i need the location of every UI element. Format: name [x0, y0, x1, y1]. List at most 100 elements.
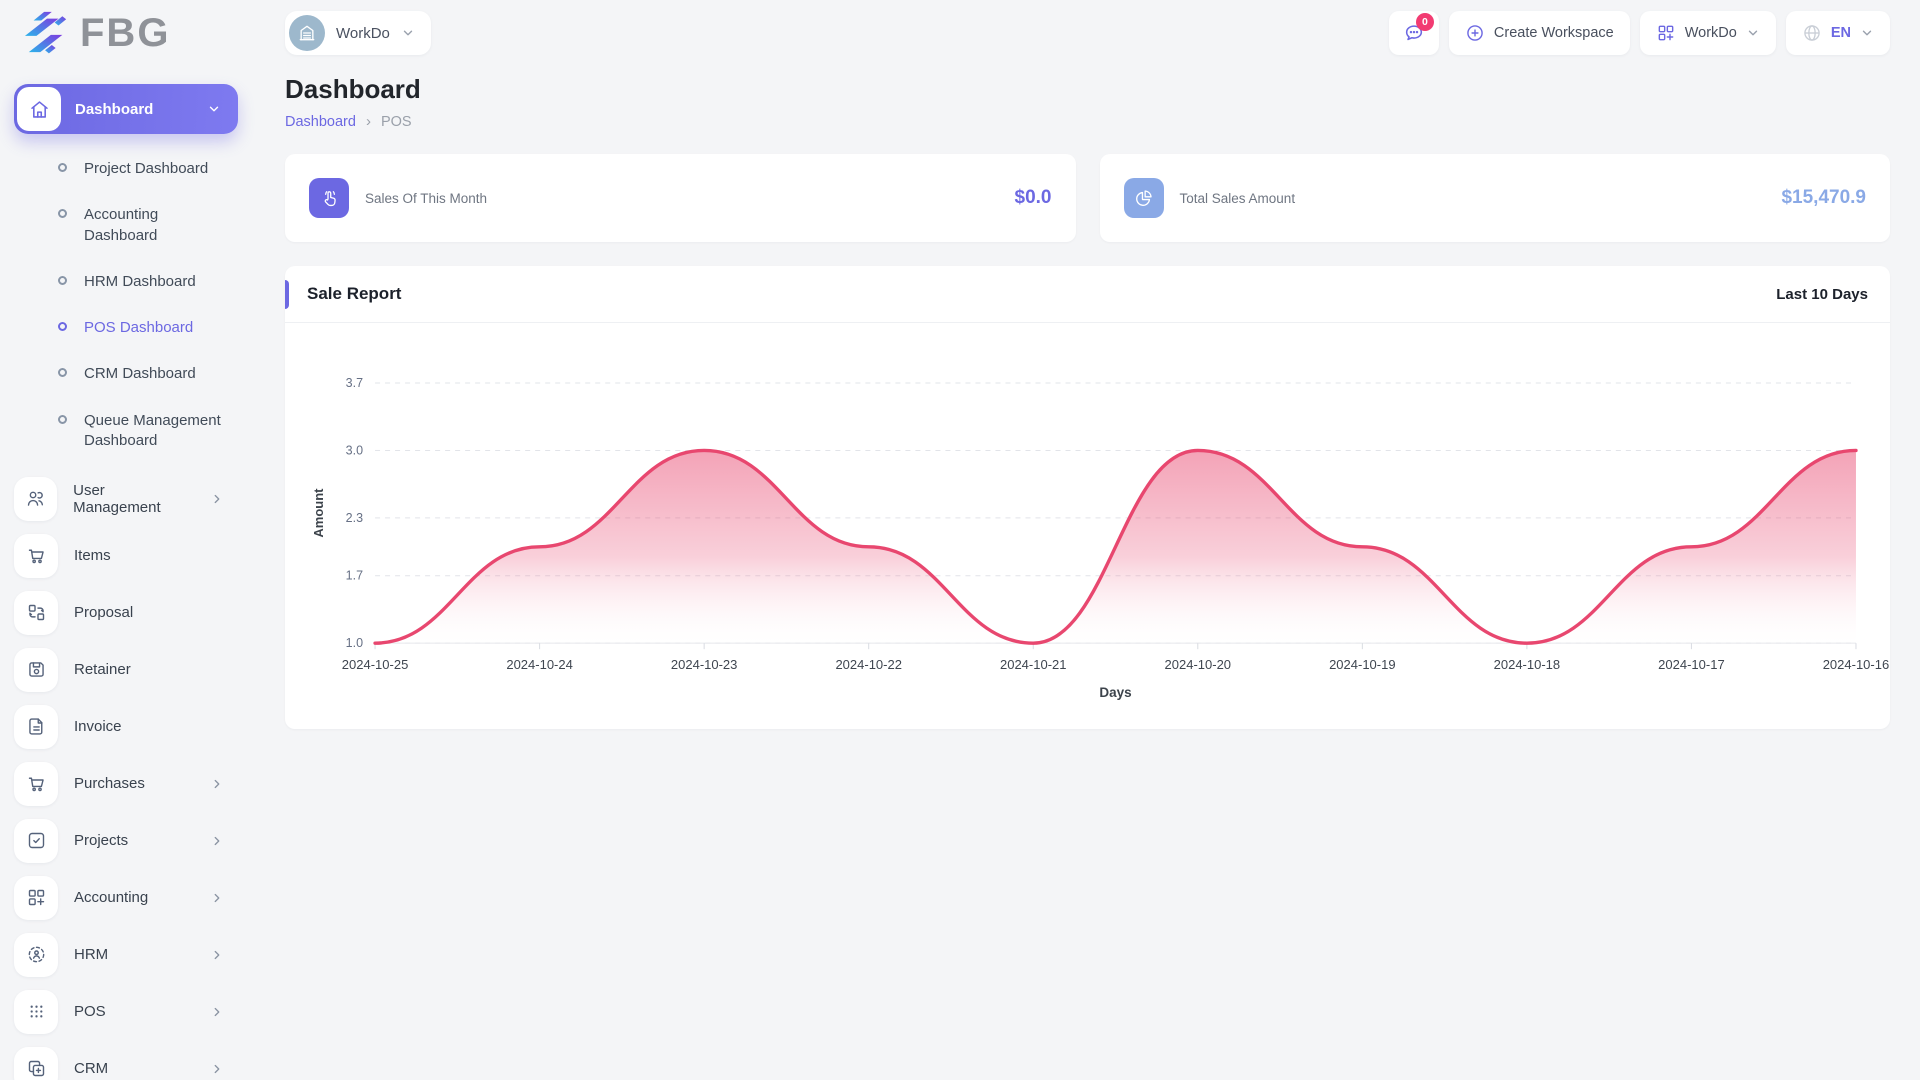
chevron-right-icon	[210, 834, 224, 848]
sidebar-subitem-label: HRM Dashboard	[84, 272, 196, 290]
messages-button[interactable]: 0	[1388, 11, 1439, 55]
svg-text:Amount: Amount	[311, 488, 326, 538]
workspace-avatar	[289, 15, 325, 51]
projects-icon	[14, 818, 58, 863]
accent-bar	[285, 280, 289, 309]
sidebar-item-label: User Management	[73, 481, 161, 516]
chevron-right-icon	[210, 891, 224, 905]
sidebar-item-label: Accounting	[74, 889, 149, 906]
workspace-name: WorkDo	[336, 24, 390, 42]
svg-text:Days: Days	[1099, 685, 1131, 700]
brand-name: FBG	[80, 11, 171, 55]
stat-card-total-sales-amount: Total Sales Amount $15,470.9	[1099, 154, 1890, 242]
sidebar-item-items[interactable]: Items	[14, 527, 270, 584]
bullet-icon	[58, 209, 67, 219]
breadcrumb-link-dashboard[interactable]: Dashboard	[285, 113, 356, 130]
svg-text:2024-10-24: 2024-10-24	[506, 657, 573, 672]
topbar-actions: 0 Create Workspace WorkDo EN	[1388, 11, 1890, 55]
sidebar-item-label: Items	[74, 547, 111, 564]
chevron-down-icon	[401, 26, 415, 40]
language-selector[interactable]: EN	[1785, 11, 1890, 55]
sidebar-subitem-label: CRM Dashboard	[84, 365, 196, 383]
chevron-right-icon	[210, 1062, 224, 1076]
breadcrumb: Dashboard › POS	[285, 113, 1890, 130]
bullet-icon	[58, 322, 67, 331]
sidebar-subitem-project-dashboard[interactable]: Project Dashboard	[14, 146, 270, 192]
svg-text:2024-10-18: 2024-10-18	[1494, 657, 1561, 672]
sidebar-item-accounting[interactable]: Accounting	[14, 869, 270, 926]
proposal-icon	[14, 590, 58, 635]
bullet-icon	[58, 275, 67, 285]
brand-logo[interactable]: FBG	[22, 10, 285, 56]
sale-report-header: Sale Report Last 10 Days	[285, 266, 1890, 323]
stats-row: Sales Of This Month $0.0 Total Sales Amoun…	[285, 154, 1890, 242]
sidebar-subitem-crm-dashboard[interactable]: CRM Dashboard	[14, 351, 270, 397]
sidebar-item-label: Projects	[74, 832, 129, 849]
sidebar-item-retainer[interactable]: Retainer	[14, 641, 270, 698]
sidebar-item-label: Retainer	[74, 661, 131, 678]
sidebar-item-purchases[interactable]: Purchases	[14, 755, 270, 812]
retainer-icon	[14, 647, 58, 692]
sidebar-item-label: Purchases	[74, 775, 145, 792]
chevron-right-icon: ›	[365, 113, 371, 130]
svg-text:1.7: 1.7	[346, 569, 363, 583]
chat-bubble-icon	[1405, 25, 1423, 41]
sidebar-subitem-label: POS Dashboard	[84, 319, 194, 336]
topbar: FBG WorkDo 0 Create Workspace	[0, 0, 1920, 58]
sidebar-item-label: POS	[74, 1003, 106, 1020]
sidebar-item-user-management[interactable]: User Management	[14, 470, 270, 527]
stat-label: Sales Of This Month	[365, 190, 488, 206]
brand-logo-icon	[24, 11, 67, 54]
notification-badge: 0	[1415, 13, 1434, 31]
sidebar-subitem-pos-dashboard[interactable]: POS Dashboard	[14, 305, 270, 351]
chevron-right-icon	[210, 948, 224, 962]
sidebar-subitem-label: Accounting Dashboard	[84, 206, 159, 244]
chevron-right-icon	[210, 492, 224, 506]
workspace-menu-button[interactable]: WorkDo	[1639, 11, 1776, 55]
cart-icon	[14, 761, 58, 806]
grid-plus-icon	[1658, 25, 1674, 41]
workspace-menu-label: WorkDo	[1684, 25, 1737, 41]
svg-text:3.0: 3.0	[346, 443, 363, 457]
breadcrumb-current: POS	[380, 113, 412, 130]
sidebar-item-dashboard[interactable]: Dashboard	[14, 84, 238, 134]
create-workspace-button[interactable]: Create Workspace	[1448, 11, 1630, 55]
cart-icon	[14, 533, 58, 578]
sidebar-item-label: Invoice	[74, 718, 122, 735]
sidebar-item-crm[interactable]: CRM	[14, 1040, 270, 1080]
sidebar-item-proposal[interactable]: Proposal	[14, 584, 270, 641]
sidebar-item-hrm[interactable]: HRM	[14, 926, 270, 983]
grid-plus-icon	[14, 875, 58, 920]
sidebar-item-invoice[interactable]: Invoice	[14, 698, 270, 755]
sidebar-item-pos[interactable]: POS	[14, 983, 270, 1040]
chevron-down-icon	[1860, 26, 1874, 40]
create-workspace-label: Create Workspace	[1493, 25, 1614, 41]
stat-value: $15,470.9	[1781, 187, 1866, 208]
stat-card-sales-of-this-month: Sales Of This Month $0.0	[285, 154, 1076, 242]
sidebar-subitem-accounting-dashboard[interactable]: Accounting Dashboard	[14, 192, 270, 259]
sidebar-subitem-label: Queue Management Dashboard	[84, 411, 221, 449]
sidebar-subitem-hrm-dashboard[interactable]: HRM Dashboard	[14, 259, 270, 305]
workspace-switcher[interactable]: WorkDo	[285, 11, 431, 55]
main-content: Dashboard Dashboard › POS Sales Of This …	[270, 58, 1920, 1080]
stat-value: $0.0	[1014, 187, 1052, 208]
hrm-icon	[14, 932, 58, 977]
sidebar-subitem-label: Project Dashboard	[84, 160, 209, 177]
users-icon	[14, 476, 58, 521]
sidebar-item-label: HRM	[74, 946, 109, 963]
chart-title: Sale Report	[307, 284, 402, 303]
page-title: Dashboard	[285, 74, 421, 104]
svg-text:1.0: 1.0	[346, 636, 363, 650]
sidebar-item-projects[interactable]: Projects	[14, 812, 270, 869]
sidebar-item-label: CRM	[74, 1060, 109, 1077]
chevron-right-icon	[210, 777, 224, 791]
chevron-down-icon	[1746, 26, 1760, 40]
svg-text:2024-10-23: 2024-10-23	[671, 657, 738, 672]
sale-report-chart-area: 1.0 1.7 2.3 3.0 3.7 2024-10-25 2024-10-24 2024-…	[285, 323, 1890, 729]
globe-icon	[1804, 25, 1820, 41]
stat-label: Total Sales Amount	[1179, 190, 1296, 206]
sale-report-card: Sale Report Last 10 Days 1.0 1.7 2.3 3.0 3.7…	[285, 266, 1890, 730]
plus-circle-icon	[1467, 25, 1483, 41]
sidebar-subitem-queue-management-dashboard[interactable]: Queue Management Dashboard	[14, 398, 270, 465]
svg-text:2024-10-16: 2024-10-16	[1823, 657, 1890, 672]
